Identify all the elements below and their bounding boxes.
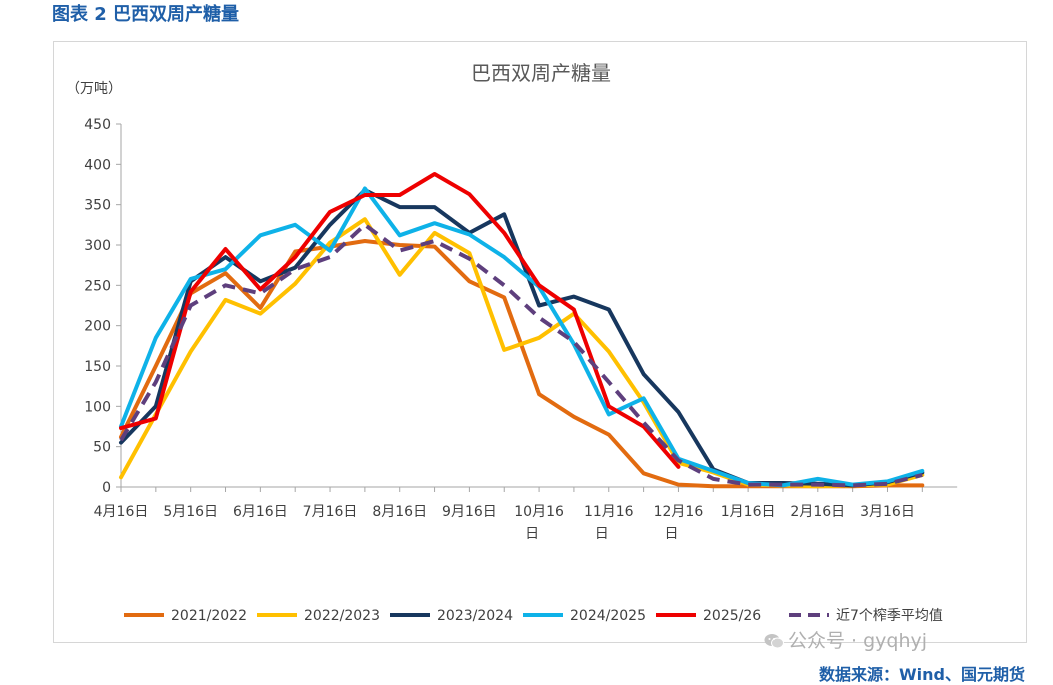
- x-tick-label: 6月16日: [233, 504, 288, 520]
- legend-label-0: 2021/2022: [171, 608, 247, 624]
- x-tick-label: 1月16日: [721, 504, 776, 520]
- x-tick-label: 7月16日: [303, 504, 358, 520]
- x-tick-label: 4月16日: [94, 504, 149, 520]
- x-tick-label: 9月16日: [442, 504, 497, 520]
- series-line-4: [119, 172, 681, 469]
- y-axis-unit: （万吨）: [66, 81, 122, 97]
- y-tick-label: 250: [84, 278, 111, 294]
- x-tick-label: 3月16日: [860, 504, 915, 520]
- series-lines: [119, 172, 925, 489]
- y-tick-label: 150: [84, 359, 111, 375]
- wechat-icon: [764, 634, 784, 649]
- chart-svg: 巴西双周产糖量 （万吨） 0 50 100 150 200 250 300 350 400 450…: [66, 61, 958, 624]
- legend-label-1: 2022/2023: [304, 608, 380, 624]
- chart-title: 巴西双周产糖量: [471, 61, 611, 85]
- legend-label-4: 2025/26: [703, 608, 761, 624]
- x-tick-label: 日: [525, 526, 539, 542]
- x-tick-label: 10月16: [514, 504, 564, 520]
- series-line-3: [119, 186, 925, 488]
- y-tick-label: 300: [84, 238, 111, 254]
- series-line-5: [119, 222, 923, 488]
- x-tick-label: 8月16日: [372, 504, 427, 520]
- x-tick-label: 5月16日: [163, 504, 218, 520]
- legend: 2021/2022 2022/2023 2023/2024 2024/2025 2025…: [124, 607, 943, 624]
- legend-label-2: 2023/2024: [437, 608, 513, 624]
- y-tick-label: 50: [93, 440, 111, 456]
- chart-frame: 巴西双周产糖量 （万吨） 0 50 100 150 200 250 300 350 400 450…: [53, 41, 1027, 643]
- data-source: 数据来源：Wind、国元期货: [819, 665, 1025, 684]
- series-line-0: [119, 239, 925, 489]
- legend-label-5: 近7个榨季平均值: [836, 607, 943, 624]
- axes: 0 50 100 150 200 250 300 350 400 450 4月16日 5月16日 6月1…: [84, 117, 958, 542]
- y-tick-label: 200: [84, 319, 111, 335]
- y-tick-label: 400: [84, 157, 111, 173]
- x-tick-label: 2月16日: [790, 504, 845, 520]
- y-tick-label: 350: [84, 198, 111, 214]
- x-tick-label: 日: [595, 526, 609, 542]
- watermark: 公众号 · gyqhyj: [764, 626, 927, 653]
- y-tick-label: 0: [102, 480, 111, 496]
- x-tick-label: 12月16: [654, 504, 704, 520]
- figure-caption: 图表 2 巴西双周产糖量: [52, 4, 240, 25]
- x-tick-label: 日: [664, 526, 678, 542]
- y-tick-label: 450: [84, 117, 111, 133]
- x-tick-label: 11月16: [584, 504, 634, 520]
- watermark-text: 公众号 · gyqhyj: [788, 630, 928, 652]
- legend-label-3: 2024/2025: [570, 608, 646, 624]
- y-tick-label: 100: [84, 399, 111, 415]
- series-line-2: [119, 188, 925, 488]
